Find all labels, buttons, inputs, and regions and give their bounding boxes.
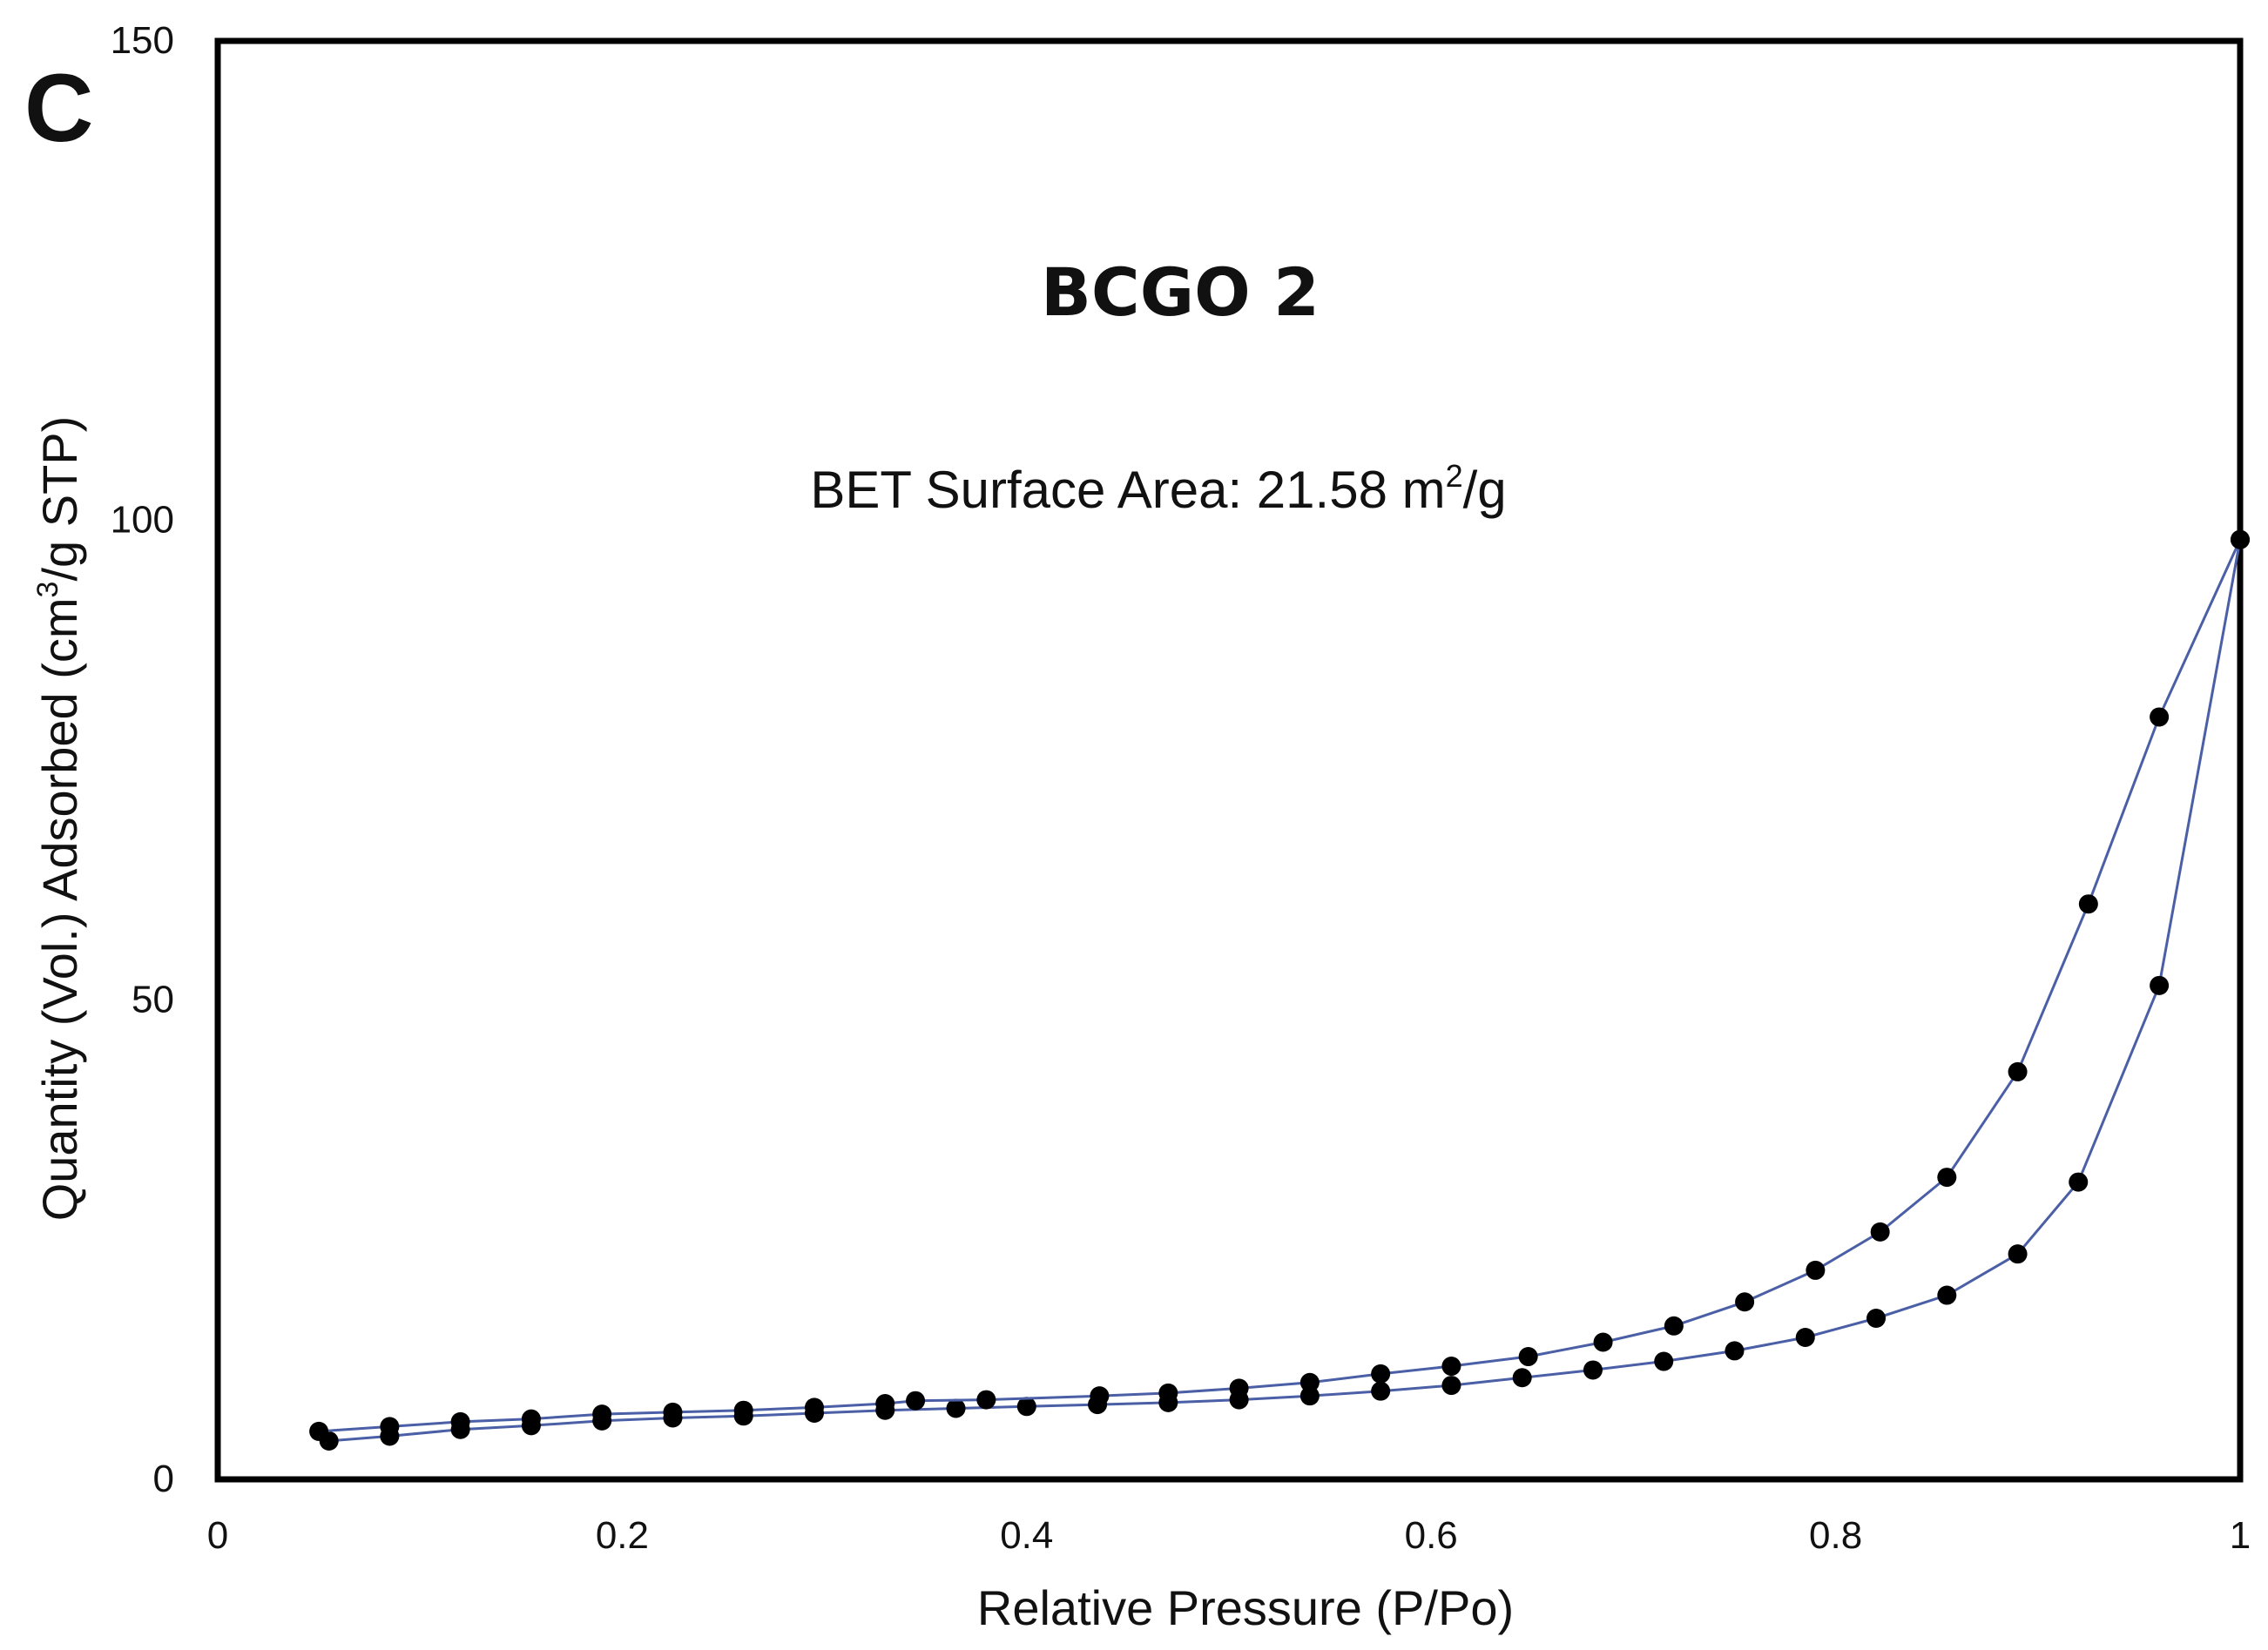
desorption-point	[1229, 1378, 1249, 1398]
y-tick-label: 150	[111, 19, 174, 62]
y-axis-label-suffix: /g STP)	[32, 416, 87, 582]
adsorption-point	[2150, 975, 2170, 995]
desorption-point	[2078, 894, 2098, 914]
desorption-point	[2231, 529, 2250, 549]
x-tick-label: 0	[207, 1514, 228, 1557]
y-axis-label-text: Quantity (Vol.) Adsorbed (cm	[32, 597, 87, 1221]
adsorption-point	[2069, 1172, 2089, 1192]
adsorption-line	[328, 539, 2242, 1443]
adsorption-point	[1937, 1285, 1957, 1305]
desorption-line	[318, 539, 2242, 1433]
desorption-point	[1441, 1357, 1461, 1377]
y-tick-label: 0	[153, 1458, 174, 1500]
bet-annotation-text: BET Surface Area: 21.58 m	[810, 461, 1445, 519]
bet-annotation: BET Surface Area: 21.58 m2/g	[810, 458, 1506, 519]
y-axis: 0 50 100 150	[111, 19, 174, 1500]
y-axis-label-sup: 3	[31, 582, 64, 598]
desorption-point	[1371, 1364, 1391, 1384]
desorption-point	[1735, 1292, 1755, 1312]
x-axis: 0 0.2 0.4 0.6 0.8 1	[207, 1514, 2251, 1557]
x-tick-label: 0.6	[1405, 1514, 1458, 1557]
adsorption-point	[2008, 1244, 2028, 1264]
x-tick-label: 0.8	[1809, 1514, 1862, 1557]
bet-annotation-suffix: /g	[1463, 461, 1507, 519]
adsorption-point	[1866, 1308, 1887, 1328]
y-axis-label: Quantity (Vol.) Adsorbed (cm3/g STP)	[31, 416, 87, 1222]
desorption-point	[1937, 1168, 1957, 1188]
adsorption-point	[1371, 1381, 1391, 1401]
adsorption-point	[1583, 1360, 1603, 1380]
plot-frame	[214, 37, 2244, 1483]
x-tick-label: 0.2	[596, 1514, 649, 1557]
desorption-point	[521, 1409, 541, 1429]
desorption-point	[1664, 1316, 1684, 1336]
desorption-point	[1593, 1332, 1613, 1352]
x-tick-label: 1	[2230, 1514, 2251, 1557]
x-axis-label: Relative Pressure (P/Po)	[977, 1580, 1514, 1635]
panel-letter: C	[24, 55, 93, 162]
desorption-point	[1518, 1347, 1538, 1367]
desorption-point	[380, 1417, 400, 1437]
desorption-point	[1806, 1260, 1826, 1280]
chart-title: BCGO 2	[1041, 253, 1320, 331]
desorption-point	[1870, 1222, 1890, 1242]
desorption-point	[1090, 1386, 1110, 1406]
x-tick-label: 0.4	[1000, 1514, 1053, 1557]
desorption-point	[450, 1411, 470, 1431]
y-tick-label: 100	[111, 499, 174, 542]
desorption-point	[906, 1391, 926, 1411]
bet-annotation-sup: 2	[1446, 458, 1463, 494]
adsorption-point	[1299, 1386, 1320, 1406]
adsorption-point	[1441, 1376, 1461, 1396]
desorption-point	[309, 1421, 329, 1441]
desorption-point	[1158, 1383, 1178, 1403]
desorption-point	[875, 1393, 895, 1413]
adsorption-point	[1654, 1351, 1674, 1371]
desorption-point	[976, 1390, 996, 1410]
desorption-point	[804, 1397, 824, 1418]
y-tick-label: 50	[132, 978, 174, 1020]
desorption-point	[733, 1400, 753, 1420]
desorption-point	[1299, 1372, 1320, 1392]
adsorption-point	[946, 1398, 966, 1418]
adsorption-point	[1512, 1368, 1532, 1388]
adsorption-point	[1725, 1341, 1745, 1361]
desorption-point	[663, 1402, 683, 1422]
desorption-point	[2008, 1061, 2028, 1081]
adsorption-point	[1795, 1328, 1815, 1348]
desorption-point	[2150, 707, 2170, 727]
adsorption-point	[1016, 1397, 1036, 1417]
series-layer	[309, 529, 2250, 1451]
desorption-point	[592, 1404, 612, 1424]
